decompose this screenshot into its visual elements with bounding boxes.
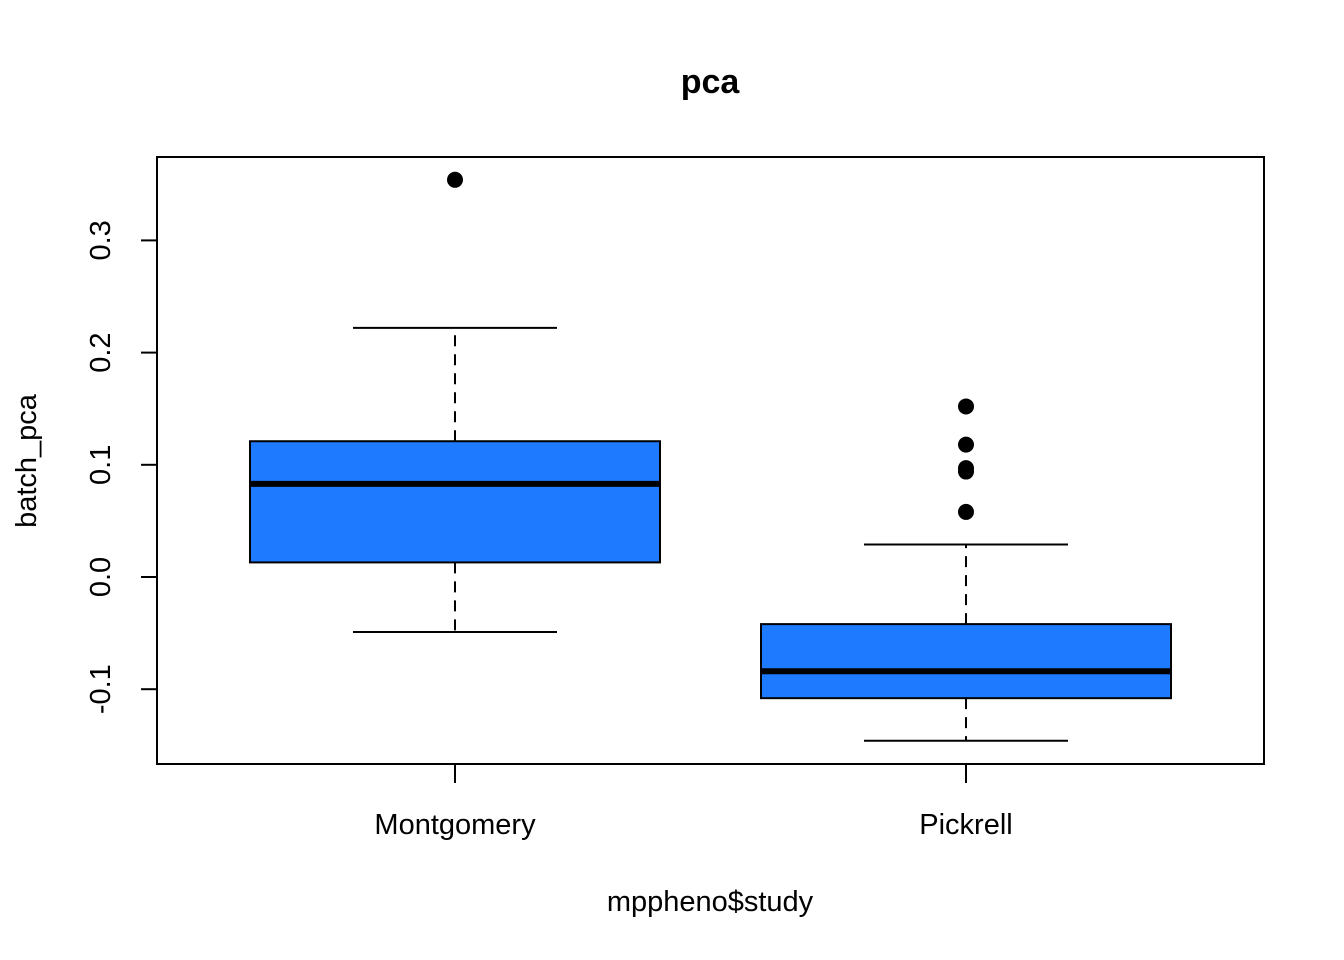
outlier-point (447, 171, 463, 188)
box-group-montgomery (249, 171, 661, 633)
y-tick-label: 0.3 (85, 220, 117, 260)
outlier-point (958, 503, 974, 520)
x-tick-label: Montgomery (374, 809, 536, 841)
outlier-point (958, 463, 974, 480)
outlier-point (958, 398, 974, 415)
y-tick-label: -0.1 (85, 664, 117, 714)
y-tick-label: 0.2 (85, 332, 117, 372)
y-tick-label: 0.0 (85, 557, 117, 597)
x-axis-label: mppheno$study (607, 886, 814, 918)
iqr-box (249, 440, 661, 564)
outlier-point (958, 436, 974, 453)
iqr-box (760, 623, 1172, 700)
y-axis: -0.1 0.0 0.1 0.2 0.3 (85, 220, 158, 714)
box-group-pickrell (760, 398, 1172, 742)
box-series (249, 171, 1172, 742)
y-axis-label: batch_pca (11, 393, 43, 528)
y-tick-label: 0.1 (85, 445, 117, 485)
chart-title: pca (681, 63, 741, 101)
x-axis: Montgomery Pickrell (374, 764, 1013, 841)
x-tick-label: Pickrell (919, 809, 1012, 841)
